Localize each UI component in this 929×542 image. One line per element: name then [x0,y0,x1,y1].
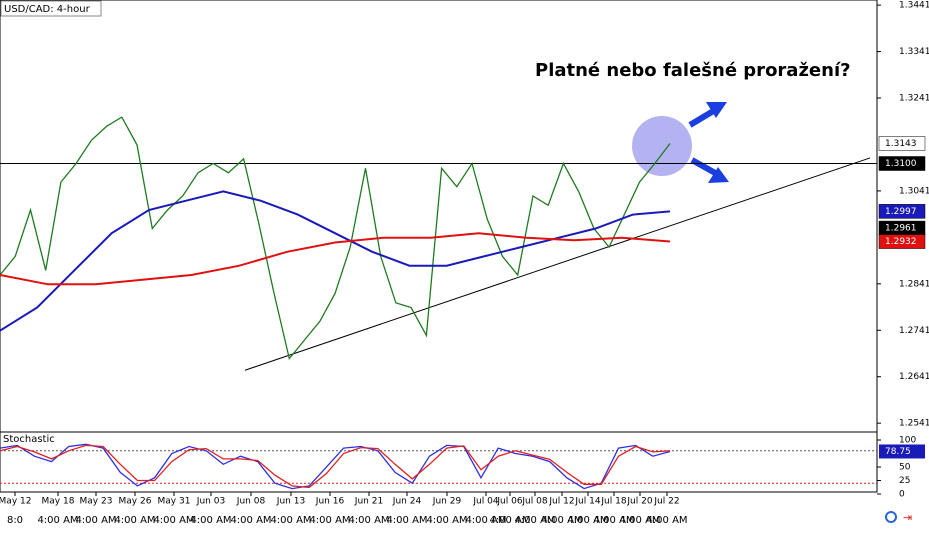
x-time-label: 4:00 AM [465,515,506,526]
x-time-label: 4:00 AM [426,515,467,526]
x-time-label: 4:00 AM [37,515,78,526]
x-date-label: Jun 08 [236,497,266,507]
x-date-label: Jul 14 [574,497,600,507]
x-date-label: May 26 [119,497,152,507]
x-time-label: 4:00 AM [593,515,634,526]
x-time-label: 4:00 AM [646,515,687,526]
trendline [244,157,871,371]
x-date-label: Jul 18 [600,497,626,507]
symbol-label: USD/CAD: 4-hour [4,4,91,15]
y-tick-label: 0 [899,490,905,500]
series-line [0,190,671,332]
price-marker-label: 1.3100 [885,159,917,169]
x-date-label: Jul 08 [521,497,547,507]
x-time-label: 4:00 AM [386,515,427,526]
x-time-label: 4:00 AM [153,515,194,526]
series-line [0,116,671,361]
arrow-down [690,157,729,183]
price-marker-label: 1.2997 [885,207,917,217]
x-time-label: 8:0 [7,515,23,526]
stoch-marker-label: 78.75 [885,447,911,457]
x-time-label: 4:00 AM [619,515,660,526]
stoch-marker [879,444,925,459]
x-time-label: 4:00 AM [541,515,582,526]
y-tick-label: 1.2641 [899,372,929,382]
x-date-label: Jun 21 [354,497,383,507]
svg-text:⇥: ⇥ [903,511,912,524]
x-time-label: 4:00 AM [114,515,155,526]
y-tick-label: 50 [899,463,911,473]
nav-icons[interactable]: ⇥ [885,511,912,524]
price-marker [878,156,926,171]
x-time-label: 4:00 AM [348,515,389,526]
x-date-label: Jun 24 [392,497,422,507]
series-line [0,444,671,489]
x-date-label: Jul 04 [472,497,498,507]
y-tick-label: 1.3441 [899,1,929,11]
x-time-label: 4:00 AM [190,515,231,526]
y-tick-label: 1.2541 [899,419,929,429]
y-tick-label: 1.3341 [899,47,929,57]
price-marker [878,136,926,151]
x-date-label: Jul 06 [496,497,522,507]
series-line [0,443,671,490]
y-tick-label: 1.2741 [899,326,929,336]
x-date-label: Jul 12 [548,497,574,507]
highlight-circle [632,116,692,176]
x-date-label: Jun 16 [315,497,345,507]
annotation: Platné nebo falešné proražení? [535,60,851,81]
series-line [0,232,671,286]
y-tick-label: 1.3241 [899,94,929,104]
price-marker-label: 1.3143 [885,139,917,149]
x-date-label: May 18 [42,497,75,507]
y-tick-label: 1.3041 [899,186,929,196]
x-time-label: 4:00 AM [75,515,116,526]
price-marker [878,204,926,219]
arrow-up [688,102,727,128]
y-tick-label: 1.2841 [899,279,929,289]
y-tick-label: 25 [899,476,910,486]
symbol-box [0,0,102,17]
x-time-label: 4:00 AM [309,515,350,526]
x-date-label: Jul 22 [653,497,679,507]
plot-frame [0,0,878,493]
x-date-label: May 12 [0,497,31,507]
price-marker-label: 1.2961 [885,224,917,234]
y-tick-label: 100 [899,436,916,446]
x-time-label: 4:00 AM [230,515,271,526]
price-marker-label: 1.2932 [885,237,917,247]
price-marker [878,234,926,249]
x-time-label: 4:00 AM [567,515,608,526]
pane-title: Stochastic [3,434,55,445]
x-date-label: Jun 03 [196,497,225,507]
x-date-label: Jul 20 [626,497,652,507]
x-date-label: Jun 13 [276,497,305,507]
x-date-label: May 23 [80,497,113,507]
x-time-label: 4:00 AM [489,515,530,526]
x-time-label: 4:00 AM [514,515,555,526]
x-date-label: May 31 [158,497,191,507]
x-time-label: 4:00 AM [270,515,311,526]
x-date-label: Jun 29 [432,497,462,507]
